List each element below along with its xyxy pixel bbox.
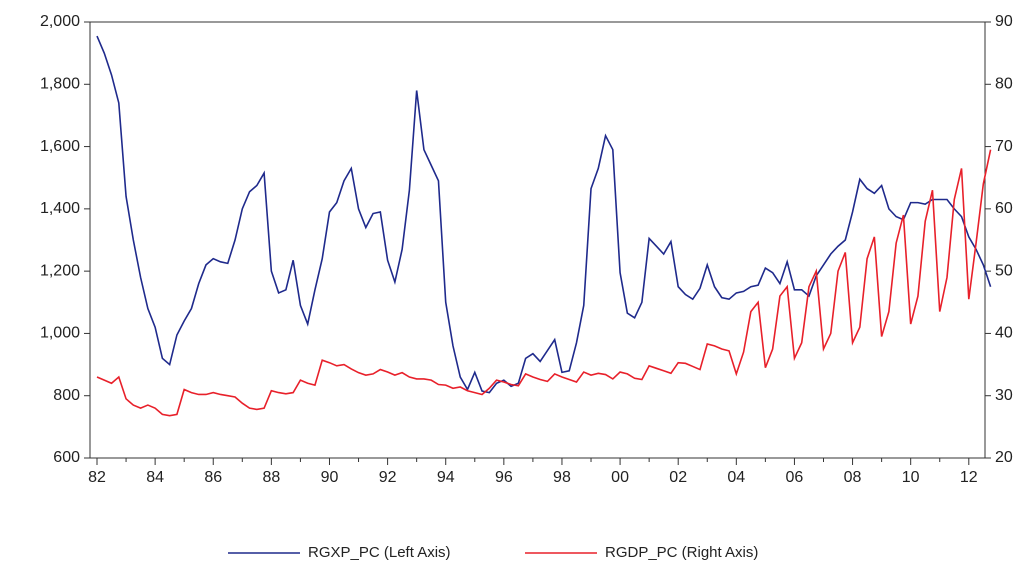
x-tick-label: 08 <box>844 469 862 486</box>
y-tick-label: 1,400 <box>40 200 80 217</box>
x-tick-label: 04 <box>727 469 745 486</box>
x-tick-label: 06 <box>786 469 804 486</box>
y-tick-label: 1,000 <box>40 325 80 342</box>
x-tick-label: 86 <box>204 469 222 486</box>
x-tick-label: 90 <box>321 469 339 486</box>
y2-tick-label: 60 <box>995 200 1013 217</box>
y-tick-label: 1,600 <box>40 138 80 155</box>
x-tick-label: 88 <box>262 469 280 486</box>
y2-tick-label: 90 <box>995 13 1013 30</box>
legend-label: RGDP_PC (Right Axis) <box>605 544 758 561</box>
y2-tick-label: 30 <box>995 387 1013 404</box>
y2-tick-label: 50 <box>995 262 1013 279</box>
x-tick-label: 98 <box>553 469 571 486</box>
x-tick-label: 94 <box>437 469 455 486</box>
y2-tick-label: 40 <box>995 325 1013 342</box>
y-tick-label: 800 <box>53 387 80 404</box>
x-tick-label: 12 <box>960 469 978 486</box>
y2-tick-label: 70 <box>995 138 1013 155</box>
y2-tick-label: 80 <box>995 76 1013 93</box>
x-tick-label: 84 <box>146 469 164 486</box>
x-tick-label: 96 <box>495 469 513 486</box>
y2-tick-label: 20 <box>995 449 1013 466</box>
legend-label: RGXP_PC (Left Axis) <box>308 544 451 561</box>
plot-frame <box>89 21 986 459</box>
series-line <box>96 149 992 417</box>
x-tick-label: 92 <box>379 469 397 486</box>
x-tick-label: 00 <box>611 469 629 486</box>
y-tick-label: 600 <box>53 449 80 466</box>
y-tick-label: 2,000 <box>40 13 80 30</box>
x-tick-label: 82 <box>88 469 106 486</box>
y-tick-label: 1,800 <box>40 76 80 93</box>
series-line <box>96 35 992 394</box>
y-tick-label: 1,200 <box>40 262 80 279</box>
x-tick-label: 02 <box>669 469 687 486</box>
x-tick-label: 10 <box>902 469 920 486</box>
